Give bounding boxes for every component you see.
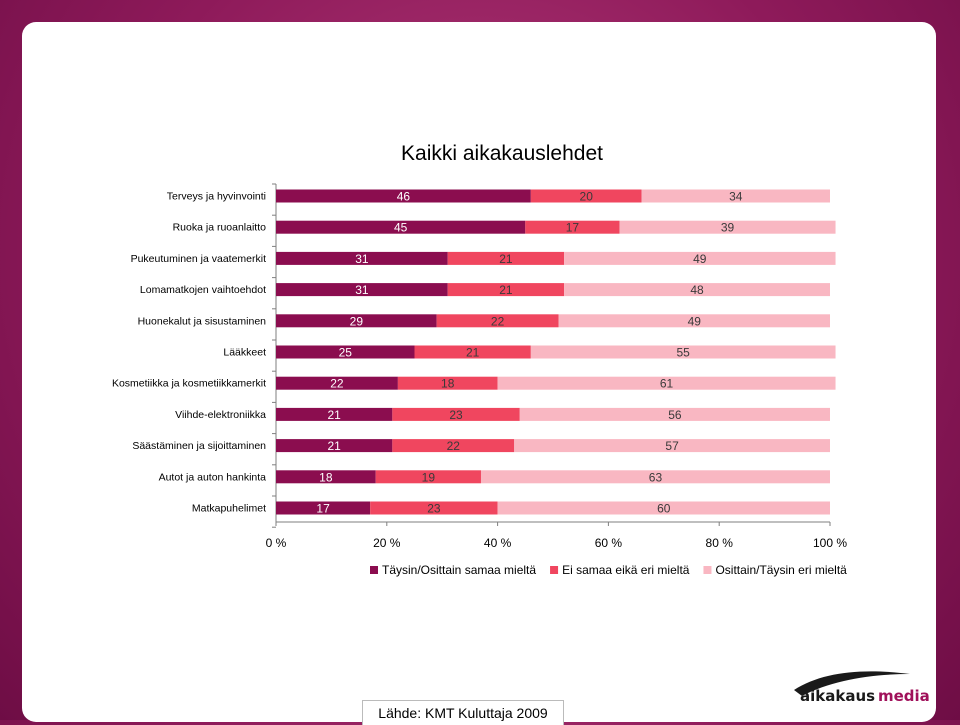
category-label: Kosmetiikka ja kosmetiikkamerkit xyxy=(112,378,266,390)
data-label: 25 xyxy=(339,346,353,360)
slide-card: Kaikki aikakauslehdet Terveys ja hyvinvoi… xyxy=(22,22,936,725)
legend-swatch xyxy=(550,566,559,574)
data-label: 20 xyxy=(580,190,594,204)
bar-segment xyxy=(436,314,559,328)
bar-segment xyxy=(392,407,520,421)
bar-segment xyxy=(276,345,415,359)
bar-segment xyxy=(619,220,836,234)
data-label: 45 xyxy=(394,221,408,235)
data-label: 60 xyxy=(657,502,671,516)
category-label: Ruoka ja ruoanlaitto xyxy=(173,222,267,234)
data-label: 22 xyxy=(330,377,344,391)
data-label: 21 xyxy=(327,408,341,422)
bar-segment xyxy=(375,470,481,484)
bar-segment xyxy=(276,407,393,421)
bar-segment xyxy=(276,439,393,453)
data-label: 19 xyxy=(422,470,436,484)
x-tick-label: 20 % xyxy=(373,536,401,550)
legend-label: Osittain/Täysin eri mieltä xyxy=(715,563,847,577)
data-label: 31 xyxy=(355,252,369,266)
bar-segment xyxy=(641,189,830,203)
bar-segment xyxy=(370,501,498,515)
data-label: 48 xyxy=(690,283,704,297)
data-label: 17 xyxy=(566,221,580,235)
data-label: 57 xyxy=(665,439,679,453)
data-label: 21 xyxy=(499,283,513,297)
legend-swatch xyxy=(370,566,378,574)
logo-text-part2: media xyxy=(878,687,930,705)
data-label: 29 xyxy=(350,314,364,328)
bar-segment xyxy=(525,220,620,234)
data-label: 18 xyxy=(441,377,455,391)
bar-segment xyxy=(276,189,531,203)
bar-segment xyxy=(480,470,830,484)
bar-segment xyxy=(414,345,531,359)
stacked-bar-chart: Kaikki aikakauslehdet Terveys ja hyvinvoi… xyxy=(112,142,847,577)
bar-segment xyxy=(397,376,498,390)
legend-label: Täysin/Osittain samaa mieltä xyxy=(382,563,536,577)
data-label: 49 xyxy=(688,314,702,328)
source-note: Lähde: KMT Kuluttaja 2009 xyxy=(362,700,564,725)
aikakausmedia-logo: aikakaus media xyxy=(794,671,930,705)
bar-segment xyxy=(519,407,830,421)
logo-swoosh xyxy=(794,671,910,696)
bar-segment xyxy=(392,439,515,453)
data-label: 56 xyxy=(668,408,682,422)
data-label: 21 xyxy=(499,252,513,266)
data-label: 61 xyxy=(660,377,674,391)
bar-segment xyxy=(276,501,371,515)
bar-segment xyxy=(530,345,836,359)
bar-segment xyxy=(447,283,565,297)
data-label: 21 xyxy=(466,346,480,360)
bar-segment xyxy=(276,314,437,328)
legend-label: Ei samaa eikä eri mieltä xyxy=(562,563,690,577)
data-label: 17 xyxy=(316,502,330,516)
bar-segment xyxy=(558,314,830,328)
category-label: Autot ja auton hankinta xyxy=(159,471,267,483)
category-label: Terveys ja hyvinvointi xyxy=(167,191,266,203)
x-tick-label: 100 % xyxy=(813,536,847,550)
data-label: 31 xyxy=(355,283,369,297)
bar-segment xyxy=(276,470,376,484)
category-label: Huonekalut ja sisustaminen xyxy=(138,315,267,327)
x-tick-label: 80 % xyxy=(706,536,734,550)
logo-text-part1: aikakaus xyxy=(800,687,875,705)
bar-segment xyxy=(276,376,398,390)
category-label: Säästäminen ja sijoittaminen xyxy=(132,440,266,452)
data-label: 21 xyxy=(327,439,341,453)
bar-segment xyxy=(530,189,642,203)
legend-swatch xyxy=(703,566,712,574)
category-label: Lomamatkojen vaihtoehdot xyxy=(140,284,266,296)
data-label: 23 xyxy=(427,502,441,516)
data-label: 18 xyxy=(319,470,333,484)
data-label: 63 xyxy=(649,470,663,484)
bar-segment xyxy=(514,439,830,453)
category-label: Pukeutuminen ja vaatemerkit xyxy=(131,253,266,265)
bar-segment xyxy=(497,501,830,515)
bar-segment xyxy=(447,251,565,265)
bar-segment xyxy=(276,220,526,234)
bar-segment xyxy=(276,251,448,265)
x-tick-label: 40 % xyxy=(484,536,512,550)
x-tick-label: 60 % xyxy=(595,536,623,550)
data-label: 49 xyxy=(693,252,707,266)
bar-segment xyxy=(497,376,836,390)
chart-title: Kaikki aikakauslehdet xyxy=(401,142,603,165)
category-label: Matkapuhelimet xyxy=(192,503,266,515)
data-label: 39 xyxy=(721,221,735,235)
data-label: 23 xyxy=(449,408,463,422)
bar-segment xyxy=(276,283,448,297)
data-label: 22 xyxy=(447,439,461,453)
data-label: 34 xyxy=(729,190,743,204)
data-label: 55 xyxy=(677,346,691,360)
x-tick-label: 0 % xyxy=(266,536,287,550)
data-label: 46 xyxy=(397,190,411,204)
bar-segment xyxy=(564,251,836,265)
data-label: 22 xyxy=(491,314,505,328)
bar-segment xyxy=(564,283,830,297)
category-label: Viihde-elektroniikka xyxy=(175,409,266,421)
category-label: Lääkkeet xyxy=(223,347,266,359)
